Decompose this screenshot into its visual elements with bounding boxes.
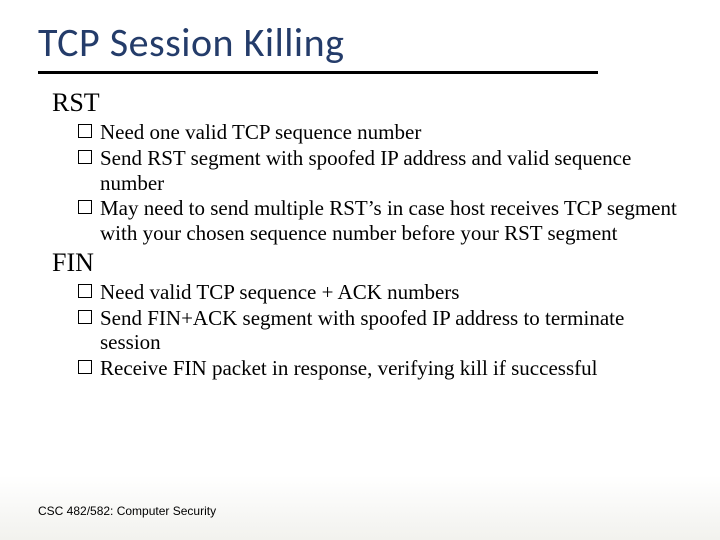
list-item: May need to send multiple RST’s in case …	[78, 196, 682, 246]
section-heading-rst: RST	[52, 88, 682, 118]
section-heading-fin: FIN	[52, 248, 682, 278]
slide-content: RST Need one valid TCP sequence number S…	[38, 88, 682, 381]
slide-title: TCP Session Killing	[38, 18, 682, 67]
list-item: Receive FIN packet in response, verifyin…	[78, 356, 682, 381]
bullet-list-fin: Need valid TCP sequence + ACK numbers Se…	[52, 280, 682, 381]
list-item: Need one valid TCP sequence number	[78, 120, 682, 145]
bullet-list-rst: Need one valid TCP sequence number Send …	[52, 120, 682, 246]
list-item: Send RST segment with spoofed IP address…	[78, 146, 682, 196]
section-fin: FIN Need valid TCP sequence + ACK number…	[52, 248, 682, 381]
slide: TCP Session Killing RST Need one valid T…	[0, 0, 720, 540]
list-item: Need valid TCP sequence + ACK numbers	[78, 280, 682, 305]
title-underline	[38, 71, 598, 74]
section-rst: RST Need one valid TCP sequence number S…	[52, 88, 682, 246]
slide-footer: CSC 482/582: Computer Security	[38, 504, 216, 518]
list-item: Send FIN+ACK segment with spoofed IP add…	[78, 306, 682, 356]
